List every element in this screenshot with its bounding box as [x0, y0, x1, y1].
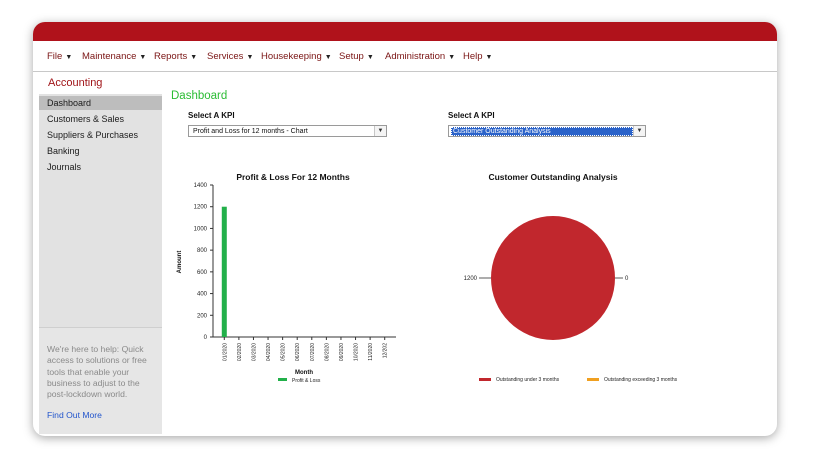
page-title: Dashboard: [171, 90, 228, 102]
module-title: Accounting: [48, 77, 103, 89]
chevron-down-icon[interactable]: ▼: [633, 126, 645, 136]
x-tick-label: 10/2020: [354, 343, 360, 361]
legend-swatch: [479, 378, 491, 381]
menu-help[interactable]: Help ▼: [463, 51, 492, 62]
caret-down-icon: ▼: [246, 54, 254, 61]
legend-swatch: [278, 378, 287, 381]
y-tick-label: 200: [197, 313, 208, 319]
caret-down-icon: ▼: [448, 54, 456, 61]
sidebar-item-banking[interactable]: Banking: [47, 146, 80, 156]
data-label: 1200: [464, 276, 478, 282]
caret-down-icon: ▼: [366, 54, 374, 61]
menu-label: File: [47, 51, 63, 62]
menu-setup[interactable]: Setup ▼: [339, 51, 374, 62]
x-tick-label: 04/2020: [266, 343, 272, 361]
caret-down-icon: ▼: [324, 54, 332, 61]
bar-chart-title: Profit & Loss For 12 Months: [236, 172, 350, 182]
y-tick-label: 1400: [194, 183, 208, 189]
legend-label: Outstanding under 3 months: [496, 377, 560, 383]
kpi-left-label: Select A KPI: [188, 111, 235, 120]
kpi-left-select[interactable]: Profit and Loss for 12 months - Chart ▼: [188, 125, 387, 137]
menu-label: Setup: [339, 51, 364, 62]
pie-chart-title: Customer Outstanding Analysis: [488, 172, 618, 182]
x-tick-label: 03/2020: [251, 343, 257, 361]
main-menu-bar: File ▼ Maintenance ▼ Reports ▼ Services ▼ Housek…: [33, 41, 777, 72]
menu-label: Help: [463, 51, 483, 62]
menu-file[interactable]: File ▼: [47, 51, 72, 62]
x-axis-label: Month: [295, 370, 313, 376]
x-tick-label: 07/2020: [310, 343, 316, 361]
sidebar-item-suppliers-purchases[interactable]: Suppliers & Purchases: [47, 130, 139, 140]
menu-reports[interactable]: Reports ▼: [154, 51, 197, 62]
bar: [221, 206, 227, 337]
kpi-right-value: Customer Outstanding Analysis: [451, 127, 633, 136]
y-tick-label: 800: [197, 248, 208, 254]
menu-maintenance[interactable]: Maintenance ▼: [82, 51, 146, 62]
y-tick-label: 600: [197, 270, 208, 276]
x-tick-label: 05/2020: [281, 343, 287, 361]
sidebar-item-journals[interactable]: Journals: [47, 162, 82, 172]
help-panel: We're here to help: Quick access to solu…: [39, 327, 162, 434]
kpi-right-select[interactable]: Customer Outstanding Analysis ▼: [448, 125, 646, 137]
pie-slice: [491, 216, 615, 340]
x-tick-label: 02/2020: [237, 343, 243, 361]
caret-down-icon: ▼: [139, 54, 147, 61]
data-label: 0: [625, 276, 629, 282]
menu-services[interactable]: Services ▼: [207, 51, 253, 62]
top-brand-bar: [33, 22, 777, 41]
y-tick-label: 0: [204, 335, 208, 341]
y-tick-label: 1200: [194, 205, 208, 211]
y-axis-label: Amount: [177, 251, 183, 274]
menu-administration[interactable]: Administration ▼: [385, 51, 455, 62]
caret-down-icon: ▼: [65, 54, 73, 61]
y-tick-label: 400: [197, 292, 208, 298]
legend-swatch: [587, 378, 599, 381]
menu-label: Housekeeping: [261, 51, 322, 62]
kpi-left-value: Profit and Loss for 12 months - Chart: [193, 128, 308, 135]
help-text: We're here to help: Quick access to solu…: [47, 344, 147, 400]
find-out-more-link[interactable]: Find Out More: [47, 410, 102, 420]
x-tick-label: 11/2020: [368, 343, 374, 361]
menu-label: Maintenance: [82, 51, 137, 62]
legend-label: Outstanding exceeding 3 months: [604, 377, 678, 383]
caret-down-icon: ▼: [190, 54, 198, 61]
menu-label: Administration: [385, 51, 446, 62]
caret-down-icon: ▼: [485, 54, 493, 61]
legend-label: Profit & Loss: [292, 378, 321, 384]
menu-label: Services: [207, 51, 244, 62]
profit-loss-bar-chart: 0 200 400 600 800 1000 1200 1400 01/2020 02/2020 0…: [177, 183, 396, 384]
x-tick-label: 12/202: [383, 343, 389, 359]
x-tick-label: 06/2020: [295, 343, 301, 361]
sidebar-item-customers-sales[interactable]: Customers & Sales: [47, 114, 125, 124]
y-tick-label: 1000: [194, 226, 208, 232]
customer-outstanding-pie-chart: 1200 0 Outstanding under 3 months Outstandi…: [464, 216, 678, 383]
x-tick-label: 09/2020: [339, 343, 345, 361]
menu-housekeeping[interactable]: Housekeeping ▼: [261, 51, 332, 62]
app-window: File ▼ Maintenance ▼ Reports ▼ Services ▼ Housek…: [33, 22, 777, 436]
kpi-right-label: Select A KPI: [448, 111, 495, 120]
chevron-down-icon[interactable]: ▼: [374, 126, 386, 136]
x-tick-label: 01/2020: [222, 343, 228, 361]
sidebar-item-dashboard[interactable]: Dashboard: [39, 96, 162, 110]
x-tick-label: 08/2020: [324, 343, 330, 361]
menu-label: Reports: [154, 51, 188, 62]
